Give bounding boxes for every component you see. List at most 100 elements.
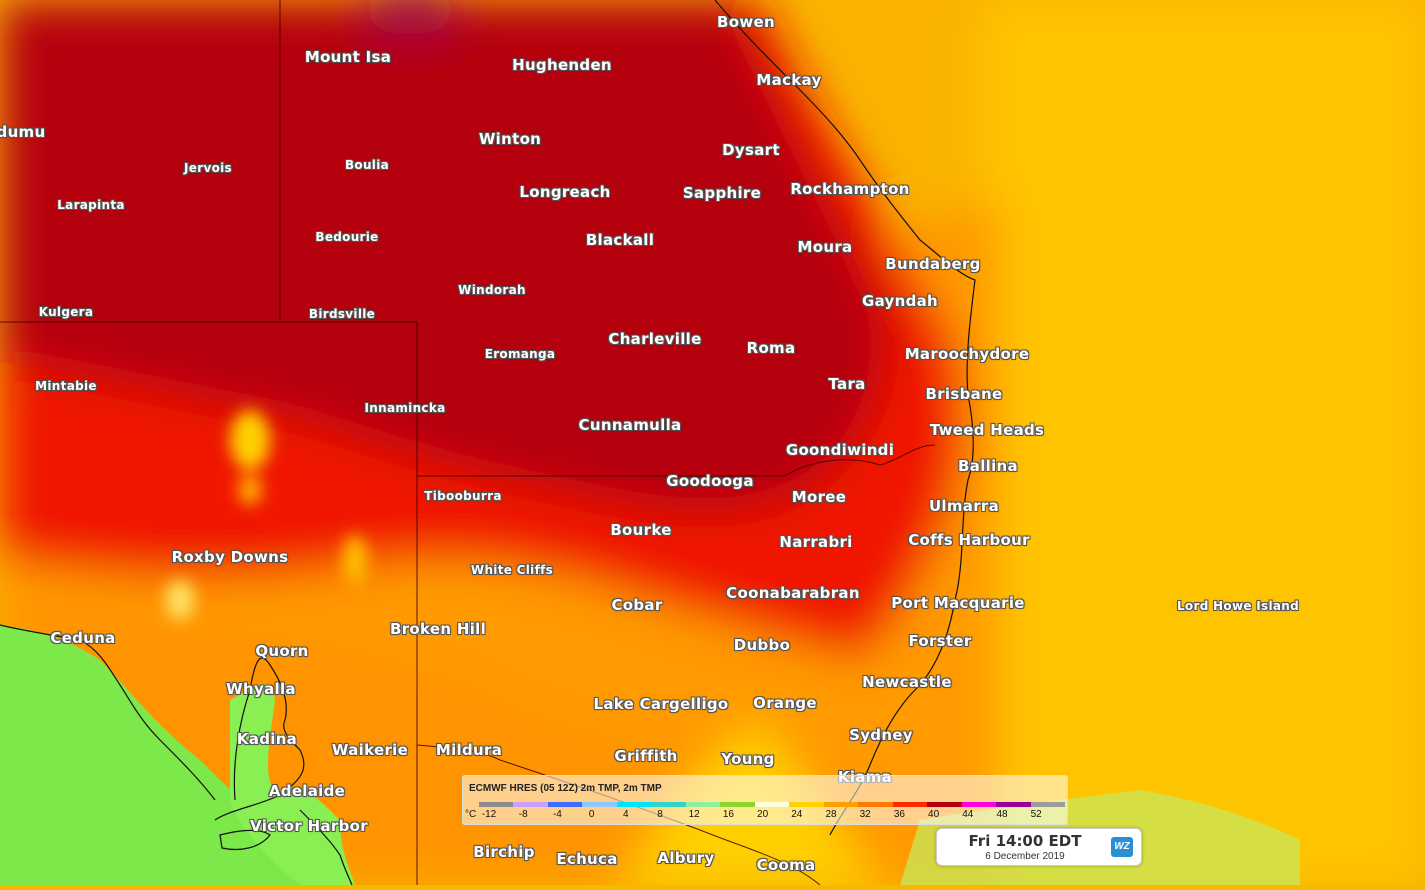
place-label-jervois: Jervois xyxy=(184,161,232,175)
place-label-victor-harbor: Victor Harbor xyxy=(250,817,368,835)
place-label-hughenden: Hughenden xyxy=(512,56,612,74)
place-label-cunnamulla: Cunnamulla xyxy=(578,416,682,434)
place-label-rockhampton: Rockhampton xyxy=(790,180,910,198)
place-label-gayndah: Gayndah xyxy=(861,292,939,310)
place-label-mackay: Mackay xyxy=(756,71,822,89)
legend-swatch xyxy=(651,802,669,807)
legend-tick: 52 xyxy=(1030,809,1042,820)
place-label-griffith: Griffith xyxy=(614,747,678,765)
place-label-dubbo: Dubbo xyxy=(733,636,791,654)
forecast-time: Fri 14:00 EDT xyxy=(968,832,1082,850)
place-label-tibooburra: Tibooburra xyxy=(424,489,502,503)
place-label-ceduna: Ceduna xyxy=(50,629,116,647)
legend-swatch xyxy=(944,802,962,807)
forecast-time-box: Fri 14:00 EDT 6 December 2019 WZ xyxy=(936,828,1142,866)
place-label-roxby-downs: Roxby Downs xyxy=(171,548,289,566)
place-label-sydney: Sydney xyxy=(849,726,913,744)
legend-tick: 0 xyxy=(588,809,595,820)
place-label-white-cliffs: White Cliffs xyxy=(470,563,554,577)
legend-swatch xyxy=(927,802,945,807)
place-label-larapinta: Larapinta xyxy=(57,198,125,212)
legend-swatch xyxy=(530,802,548,807)
place-label-whyalla: Whyalla xyxy=(226,680,296,698)
legend-swatch xyxy=(789,802,807,807)
place-label-cobar: Cobar xyxy=(611,596,663,614)
legend-unit: °C xyxy=(465,809,477,820)
legend-swatch xyxy=(668,802,686,807)
place-label-port-macquarie: Port Macquarie xyxy=(891,594,1025,612)
place-label-charleville: Charleville xyxy=(608,330,702,348)
place-label-lake-cargelligo: Lake Cargelligo xyxy=(593,695,729,713)
legend-swatch xyxy=(909,802,928,807)
legend-swatch xyxy=(840,802,859,807)
place-label-bundaberg: Bundaberg xyxy=(885,255,981,273)
legend-swatch xyxy=(978,802,997,807)
place-label-goodooga: Goodooga xyxy=(666,472,754,490)
legend-tick: -4 xyxy=(552,809,562,820)
legend-swatch xyxy=(892,802,910,807)
legend-swatch xyxy=(479,802,497,807)
legend-tick: 28 xyxy=(825,809,837,820)
place-label-bedourie: Bedourie xyxy=(315,230,379,244)
legend-tick: 16 xyxy=(722,809,734,820)
legend-tick: 44 xyxy=(962,809,974,820)
place-label-innamincka: Innamincka xyxy=(364,401,446,415)
place-label-birdsville: Birdsville xyxy=(308,307,376,321)
place-label-albury: Albury xyxy=(657,849,715,867)
place-label-dysart: Dysart xyxy=(722,141,780,159)
place-label-goondiwindi: Goondiwindi xyxy=(785,441,895,459)
place-label-eromanga: Eromanga xyxy=(484,347,556,361)
place-label-moree: Moree xyxy=(791,488,847,506)
legend-swatch xyxy=(703,802,721,807)
legend-swatch xyxy=(565,802,583,807)
place-label-coonabarabran: Coonabarabran xyxy=(726,584,860,602)
place-label-tara: Tara xyxy=(828,375,866,393)
place-label-sapphire: Sapphire xyxy=(682,184,762,202)
place-label-birchip: Birchip xyxy=(473,843,535,861)
place-label-tweed-heads: Tweed Heads xyxy=(929,421,1045,439)
legend-swatch xyxy=(737,802,755,807)
legend-color-scale xyxy=(479,802,1065,807)
place-label-boulia: Boulia xyxy=(344,158,390,172)
place-label-windorah: Windorah xyxy=(458,283,526,297)
place-label-brisbane: Brisbane xyxy=(925,385,1003,403)
place-label-kulgera: Kulgera xyxy=(38,305,94,319)
legend-title: ECMWF HRES (05 12Z) 2m TMP, 2m TMP xyxy=(469,783,662,794)
legend-tick: 24 xyxy=(791,809,803,820)
legend-tick: -12 xyxy=(481,809,497,820)
legend-swatch xyxy=(1047,802,1065,807)
weatherzone-logo: WZ xyxy=(1111,837,1133,857)
place-label-broken-hill: Broken Hill xyxy=(389,620,487,638)
legend-swatch xyxy=(771,802,790,807)
legend-swatch xyxy=(582,802,600,807)
place-label-newcastle: Newcastle xyxy=(862,673,952,691)
place-label-mount-isa: Mount Isa xyxy=(304,48,392,66)
place-label-adelaide: Adelaide xyxy=(268,782,346,800)
legend-swatch xyxy=(858,802,876,807)
place-label-cooma: Cooma xyxy=(756,856,816,874)
legend-tick: 20 xyxy=(757,809,769,820)
place-label-bourke: Bourke xyxy=(610,521,672,539)
place-label-orange: Orange xyxy=(753,694,817,712)
legend-tick: 32 xyxy=(859,809,871,820)
place-label-bowen: Bowen xyxy=(717,13,775,31)
forecast-date: 6 December 2019 xyxy=(985,851,1065,862)
legend-swatch xyxy=(806,802,824,807)
place-label-quorn: Quorn xyxy=(255,642,309,660)
legend-tick: 36 xyxy=(893,809,905,820)
legend-swatch xyxy=(720,802,738,807)
place-label-mintabie: Mintabie xyxy=(35,379,97,393)
temperature-legend: ECMWF HRES (05 12Z) 2m TMP, 2m TMP °C -1… xyxy=(462,775,1068,825)
place-label-coffs-harbour: Coffs Harbour xyxy=(908,531,1030,549)
place-label-forster: Forster xyxy=(908,632,972,650)
place-label-narrabri: Narrabri xyxy=(779,533,853,551)
legend-swatch xyxy=(754,802,772,807)
legend-swatch xyxy=(1030,802,1048,807)
place-label-blackall: Blackall xyxy=(585,231,655,249)
legend-swatch xyxy=(823,802,841,807)
place-label-winton: Winton xyxy=(478,130,542,148)
place-label-lord-howe-island: Lord Howe Island xyxy=(1176,599,1300,613)
place-label-echuca: Echuca xyxy=(556,850,618,868)
